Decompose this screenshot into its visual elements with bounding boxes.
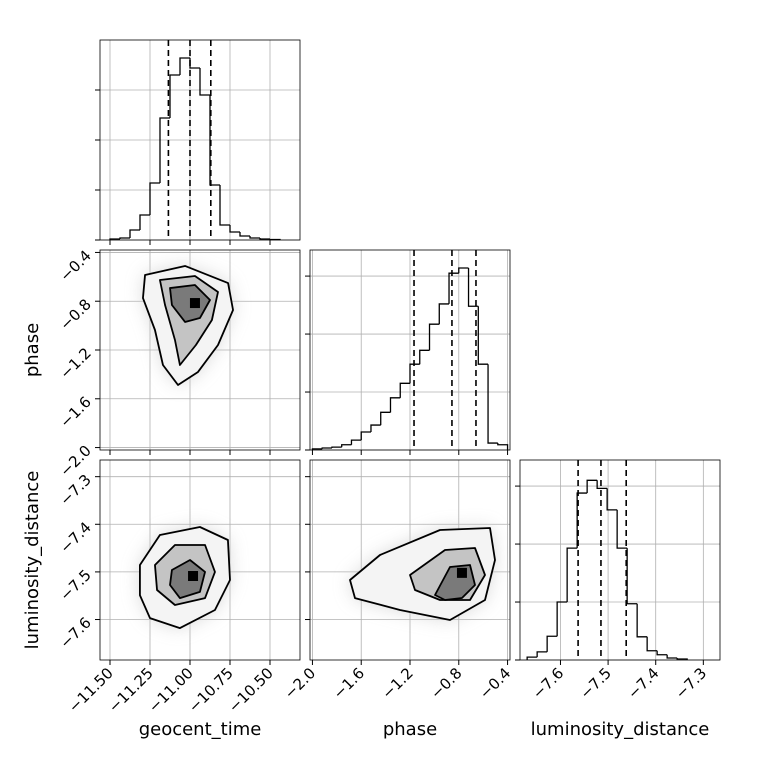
density-peak — [189, 298, 200, 309]
histogram-step — [596, 480, 608, 490]
histogram-step — [419, 349, 430, 365]
x-axis-label: luminosity_distance — [531, 719, 710, 740]
x-tick-label: −7.3 — [672, 664, 710, 702]
histogram-step — [458, 267, 469, 274]
histogram-step — [646, 636, 658, 652]
histogram-step — [428, 323, 440, 351]
histogram-step — [676, 657, 688, 660]
histogram-step — [399, 382, 410, 398]
panel-frame — [99, 459, 301, 661]
y-axis-label: luminosity_distance — [22, 471, 43, 650]
x-tick-label: −10.50 — [225, 664, 277, 716]
panel-frame — [519, 459, 721, 661]
histogram-step — [149, 182, 160, 215]
y-tick-label: −7.3 — [56, 471, 94, 509]
histogram-step — [666, 654, 678, 659]
histogram-step — [566, 547, 578, 603]
x-tick-label: −1.2 — [378, 664, 416, 702]
contour — [169, 559, 206, 599]
histogram-step — [497, 443, 509, 450]
y-tick-label: −7.5 — [56, 566, 94, 604]
histogram-step — [249, 236, 260, 239]
x-tick-label: −0.4 — [476, 664, 514, 702]
x-axis-label: phase — [383, 719, 437, 740]
y-tick-label: −0.8 — [56, 295, 94, 333]
y-tick-label: −7.4 — [56, 518, 94, 556]
histogram-step — [179, 57, 190, 75]
y-axis-label: phase — [22, 323, 43, 377]
y-tick-label: −1.2 — [56, 344, 94, 382]
histogram-step — [259, 238, 270, 240]
panel-frame — [99, 39, 301, 241]
histogram-step — [229, 225, 240, 233]
histogram-step — [331, 446, 342, 448]
histogram-step — [380, 411, 391, 426]
histogram-step — [219, 185, 230, 226]
x-tick-label: −7.5 — [576, 664, 614, 702]
x-tick-label: −7.6 — [529, 664, 567, 702]
y-tick-label: −2.0 — [56, 442, 94, 480]
y-tick-label: −0.4 — [56, 247, 94, 285]
histogram-step — [169, 74, 180, 118]
histogram-step — [467, 267, 479, 307]
histogram-step — [536, 651, 548, 658]
histogram-step — [448, 272, 459, 304]
histogram-step — [576, 492, 588, 549]
x-tick-label: −0.8 — [427, 664, 465, 702]
x-axis-label: geocent_time — [139, 719, 262, 740]
histogram-step — [189, 58, 200, 69]
histogram-step — [556, 601, 568, 637]
panel-frame — [99, 249, 301, 451]
histogram-step — [487, 364, 498, 444]
y-tick-label: −1.6 — [56, 393, 94, 431]
histogram-step — [636, 603, 648, 638]
density-peak — [188, 571, 199, 581]
histogram-step — [321, 447, 332, 449]
histogram-step — [360, 431, 371, 441]
histogram-step — [606, 488, 618, 511]
histogram-step — [616, 509, 628, 549]
histogram-step — [341, 444, 352, 448]
histogram-step — [129, 229, 140, 238]
histogram-step — [526, 656, 538, 660]
panel-frame — [309, 459, 511, 661]
histogram-step — [656, 650, 668, 656]
density-peak — [456, 567, 467, 578]
histogram-step — [350, 439, 362, 445]
histogram-step — [389, 397, 401, 413]
x-tick-label: −2.0 — [281, 664, 319, 702]
panel-content — [139, 526, 231, 629]
panel-frame — [309, 249, 511, 451]
panel-content — [349, 527, 496, 621]
x-tick-label: −7.4 — [624, 664, 662, 702]
histogram-step — [370, 424, 381, 433]
histogram-step — [239, 232, 250, 237]
histogram-step — [546, 635, 558, 652]
histogram-step — [139, 214, 150, 230]
histogram-step — [159, 117, 170, 183]
panel-content — [142, 265, 234, 386]
histogram-step — [626, 548, 638, 605]
histogram-step — [438, 303, 450, 325]
histogram-step — [586, 479, 598, 494]
histogram-step — [477, 306, 489, 365]
histogram-step — [119, 237, 130, 239]
histogram-step — [199, 68, 210, 96]
histogram-step — [409, 363, 420, 384]
y-tick-label: −7.6 — [56, 614, 94, 652]
x-tick-label: −1.6 — [330, 664, 368, 702]
